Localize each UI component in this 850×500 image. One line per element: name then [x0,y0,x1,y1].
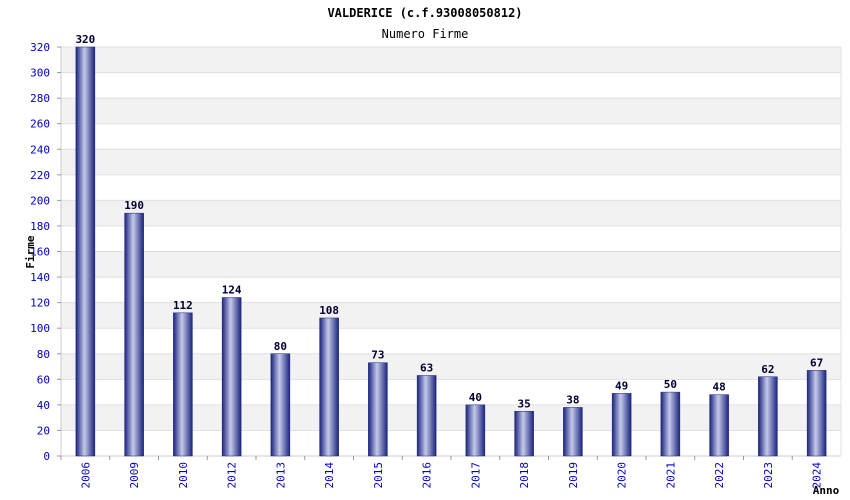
bar-2006 [75,46,96,457]
bar-2024 [806,370,827,457]
value-labels: 320 190 112 124 80 108 73 63 40 35 38 49 50 48 62 67 [75,33,823,410]
bar-2020 [611,393,632,457]
x-tick-label-2006: 2006 [79,462,92,489]
value-label-2015: 73 [371,349,384,362]
bar-2022 [709,394,729,457]
value-label-2012: 124 [222,284,242,297]
value-label-2016: 63 [420,361,433,374]
x-tick-label-2020: 2020 [616,462,629,489]
value-label-2024: 67 [810,356,823,369]
x-tick-label-2012: 2012 [226,462,239,489]
grid-band [61,47,841,73]
y-tick-label: 120 [30,297,50,310]
value-label-2020: 49 [615,379,628,392]
x-tick-label-2018: 2018 [518,462,531,489]
value-label-2023: 62 [761,363,774,376]
bar-2023 [758,376,778,457]
x-tick-label-2013: 2013 [274,462,287,489]
x-tick-label-2016: 2016 [421,462,434,489]
x-tick-label-2021: 2021 [664,462,677,489]
y-tick-label: 160 [30,246,50,259]
x-tick-label-2019: 2019 [567,462,580,489]
chart-subtitle: Numero Firme [382,27,469,41]
bar-2010 [173,312,193,457]
y-tick-label: 260 [30,118,50,131]
y-tick-label: 20 [37,424,50,437]
bar-2014 [319,317,339,457]
bar-2013 [270,353,291,457]
value-label-2014: 108 [319,304,339,317]
x-tick-label-2024: 2024 [811,462,824,489]
value-label-2006: 320 [75,33,95,46]
bar-2009 [124,212,144,457]
x-axis-label: Anno [813,484,840,497]
grid-band [61,149,841,175]
bar-2012 [221,297,242,457]
value-label-2009: 190 [124,199,144,212]
y-tick-label: 80 [37,348,50,361]
y-tick-label: 280 [30,92,50,105]
x-tick-label-2010: 2010 [177,462,190,489]
bar-2021 [660,391,681,457]
y-tick-label: 100 [30,322,50,335]
y-tick-label: 240 [30,143,50,156]
grid-band [61,251,841,278]
x-tick-label-2022: 2022 [713,462,726,489]
y-axis-ticks: 0 20 40 60 80 100 120 140 160 180 200 220 240 260 280 3… [30,41,61,463]
y-axis-label: Firme [24,235,37,268]
y-tick-label: 60 [37,373,50,386]
x-tick-label-2017: 2017 [469,462,482,489]
bar-2016 [416,375,437,457]
x-tick-label-2009: 2009 [128,462,141,489]
value-label-2019: 38 [566,393,579,406]
value-label-2021: 50 [664,378,677,391]
bar-2019 [563,407,583,457]
y-tick-label: 320 [30,41,50,54]
value-label-2017: 40 [469,391,482,404]
x-axis-ticks: 2006 2009 2010 2012 2013 2014 2015 2016 2017 2018… [60,456,824,489]
value-label-2022: 48 [713,381,726,394]
x-tick-label-2015: 2015 [372,462,385,489]
y-tick-label: 200 [30,194,50,207]
bar-2018 [514,411,534,457]
bar-2015 [368,362,388,457]
y-tick-label: 220 [30,169,50,182]
value-label-2013: 80 [274,340,287,353]
value-label-2010: 112 [173,299,193,312]
grid-band [61,200,841,226]
bars [75,46,827,457]
bar-2017 [465,404,486,457]
x-tick-label-2023: 2023 [762,462,775,489]
y-tick-label: 140 [30,271,50,284]
y-tick-label: 40 [37,399,50,412]
y-tick-label: 0 [43,450,50,463]
grid-band [61,98,841,124]
grid [61,46,841,457]
y-tick-label: 300 [30,67,50,80]
chart-title: VALDERICE (c.f.93008050812) [327,6,522,20]
x-tick-label-2014: 2014 [323,462,336,489]
value-label-2018: 35 [518,397,531,410]
y-tick-label: 180 [30,220,50,233]
